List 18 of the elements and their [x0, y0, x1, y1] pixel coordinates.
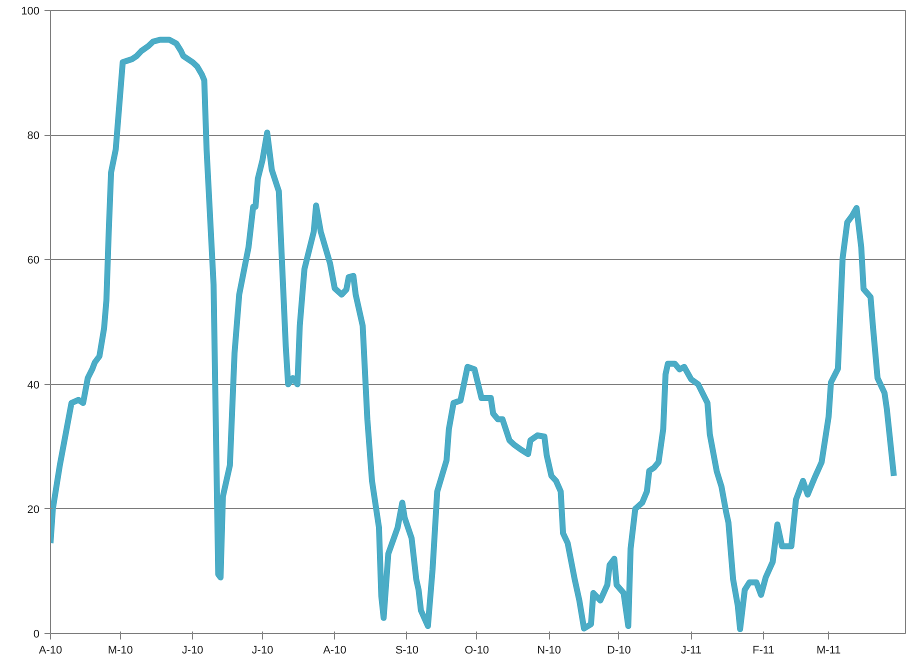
x-tick-label: N-10: [537, 644, 561, 656]
x-tick-label: J-10: [182, 644, 204, 656]
x-tick-label: M-10: [108, 644, 133, 656]
x-tick-label: O-10: [464, 644, 490, 656]
x-tick-label: D-10: [607, 644, 631, 656]
y-tick-label: 80: [27, 130, 40, 142]
x-tick-label: J-10: [252, 644, 274, 656]
y-tick-label: 100: [21, 6, 40, 18]
y-tick-label: 60: [27, 254, 40, 267]
x-tick-label: M-11: [816, 644, 841, 656]
x-tick-label: A-10: [323, 644, 346, 656]
x-tick-label: F-11: [752, 644, 774, 656]
y-tick-label: 40: [27, 379, 40, 392]
x-tick-label: J-11: [680, 644, 702, 656]
x-tick-label: A-10: [38, 644, 62, 656]
y-tick-label: 20: [27, 504, 40, 516]
y-tick-label: 0: [33, 628, 40, 640]
x-tick-label: S-10: [395, 644, 419, 656]
